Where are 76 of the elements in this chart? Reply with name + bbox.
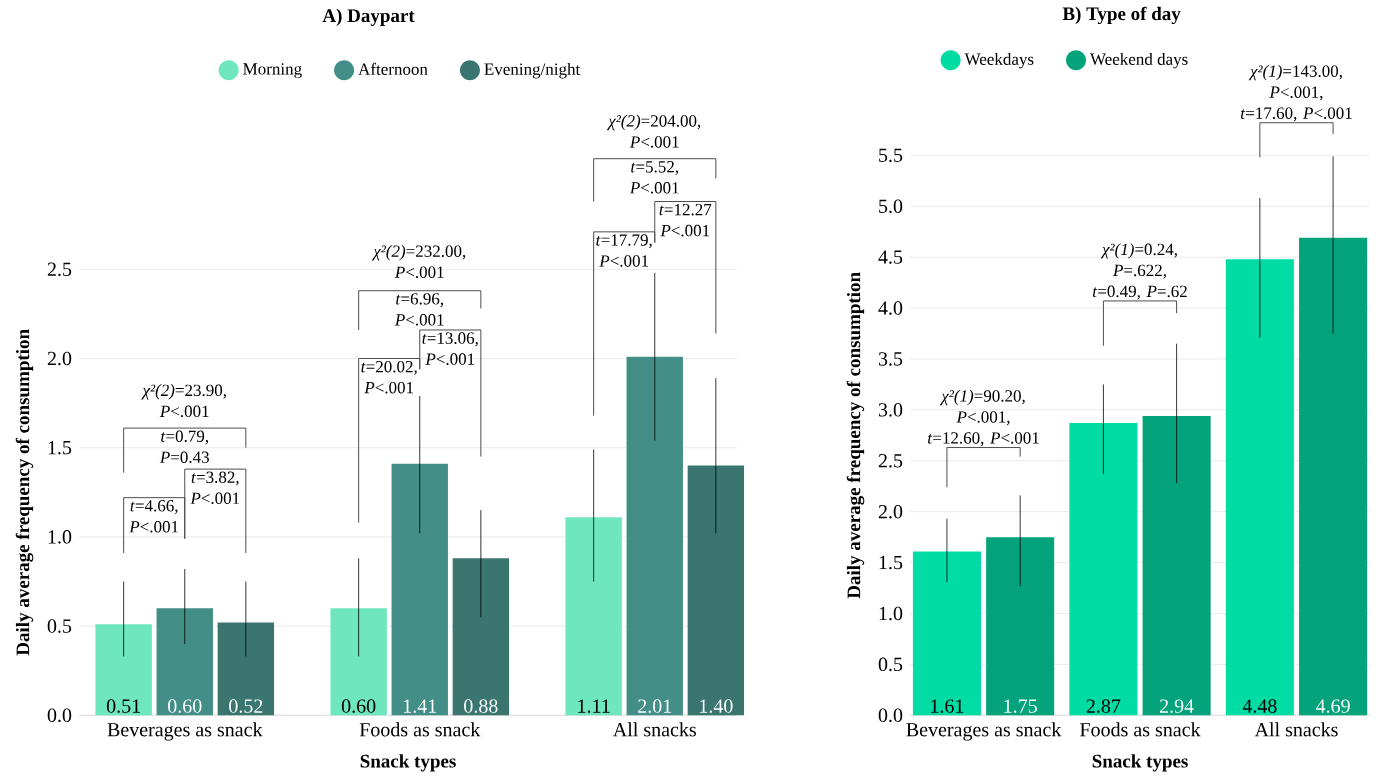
data-label: 0.52	[229, 699, 263, 713]
y-tick-label: 1.5	[879, 555, 903, 570]
x-tick-label: Foods as snack	[359, 722, 481, 737]
text: t=12.27 P<.001	[659, 203, 712, 237]
y-tick-label: 0.0	[47, 708, 72, 723]
bar	[95, 624, 152, 716]
annotation: χ²(2)=23.90, P<.001	[141, 384, 226, 418]
bar	[1142, 415, 1211, 716]
y-tick-label: 2.0	[878, 504, 903, 519]
y-tick-label: 2.5	[47, 262, 72, 276]
x-axis-title: Snack types	[360, 754, 456, 772]
legend-label: Afternoon	[358, 62, 428, 75]
annotation: t=4.66, P<.001	[129, 500, 179, 533]
bar	[986, 537, 1055, 716]
data-label: 4.48	[1242, 699, 1277, 713]
y-tick-label: 1.5	[48, 440, 72, 455]
y-tick-label: 0.0	[878, 708, 903, 723]
data-label: 2.01	[638, 699, 672, 713]
y-tick-label: 0.5	[878, 657, 903, 672]
annotation: t=13.06, P<.001	[422, 332, 478, 365]
y-axis-title: Daily average frequency of consumption	[846, 272, 865, 599]
annotation: t=3.82, P<.001	[190, 471, 240, 504]
y-tick-label: 1.0	[48, 530, 72, 544]
x-tick-label: All snacks	[1254, 722, 1338, 737]
bar	[565, 517, 622, 716]
bar	[452, 558, 510, 716]
legend-label: Morning	[243, 63, 302, 79]
chart-title: A) Daypart	[322, 8, 415, 26]
bar	[687, 465, 745, 716]
data-label: 0.60	[341, 699, 376, 713]
y-tick-label: 0.5	[47, 619, 72, 633]
legend-label: Weekdays	[964, 52, 1034, 69]
data-label: 4.69	[1315, 699, 1350, 713]
text: χ²(1)=143.00, P<.001, t=17.60, P<.001	[1240, 64, 1352, 122]
annotation: t=20.02, P<.001	[361, 360, 417, 394]
bar	[156, 608, 213, 716]
data-label: 1.61	[931, 699, 964, 713]
y-tick-label: 3.5	[878, 352, 903, 366]
y-tick-label: 4.5	[878, 250, 903, 264]
data-label: 2.87	[1086, 699, 1121, 713]
x-tick-label: All snacks	[613, 722, 696, 737]
bar	[391, 463, 448, 716]
chart-title: B) Type of day	[1062, 6, 1181, 25]
bar	[217, 622, 275, 716]
text: χ²(1)=0.24, P=.622, t=0.49, P=.62	[1092, 243, 1187, 300]
annotation: χ²(2)=232.00, P<.001	[371, 244, 466, 278]
data-label: 1.11	[578, 699, 610, 713]
y-tick-label: 3.0	[878, 402, 903, 417]
y-axis-title: Daily average frequency of consumption	[15, 329, 34, 656]
y-tick-label: 5.5	[879, 148, 903, 162]
bar	[626, 356, 683, 716]
data-label: 0.60	[168, 699, 202, 713]
x-axis-title: Snack types	[1092, 754, 1188, 772]
bar	[912, 551, 981, 716]
data-label: 1.75	[1004, 699, 1037, 713]
data-label: 0.51	[106, 699, 140, 713]
legend-label: Weekend days	[1090, 52, 1188, 69]
y-tick-label: 2.5	[878, 453, 903, 468]
y-tick-label: 2.0	[47, 351, 72, 366]
data-label: 0.88	[464, 699, 498, 713]
text: χ²(1)=90.20, P<.001, t=12.60, P<.001	[928, 389, 1039, 447]
data-label: 1.40	[700, 699, 733, 713]
x-tick-label: Foods as snack	[1080, 722, 1201, 737]
y-tick-label: 5.0	[879, 199, 903, 213]
text: t=17.79, P<.001	[596, 234, 652, 267]
x-tick-label: Beverages as snack	[107, 722, 263, 741]
bar	[1225, 259, 1294, 716]
data-label: 1.41	[404, 699, 437, 713]
bar	[1069, 423, 1138, 716]
data-label: 2.94	[1160, 699, 1194, 713]
x-tick-label: Beverages as snack	[906, 722, 1062, 741]
y-tick-label: 4.0	[878, 301, 903, 315]
bar	[330, 608, 387, 716]
legend-label: Evening/night	[484, 62, 581, 79]
y-tick-label: 1.0	[879, 606, 903, 621]
bar	[1299, 237, 1368, 716]
